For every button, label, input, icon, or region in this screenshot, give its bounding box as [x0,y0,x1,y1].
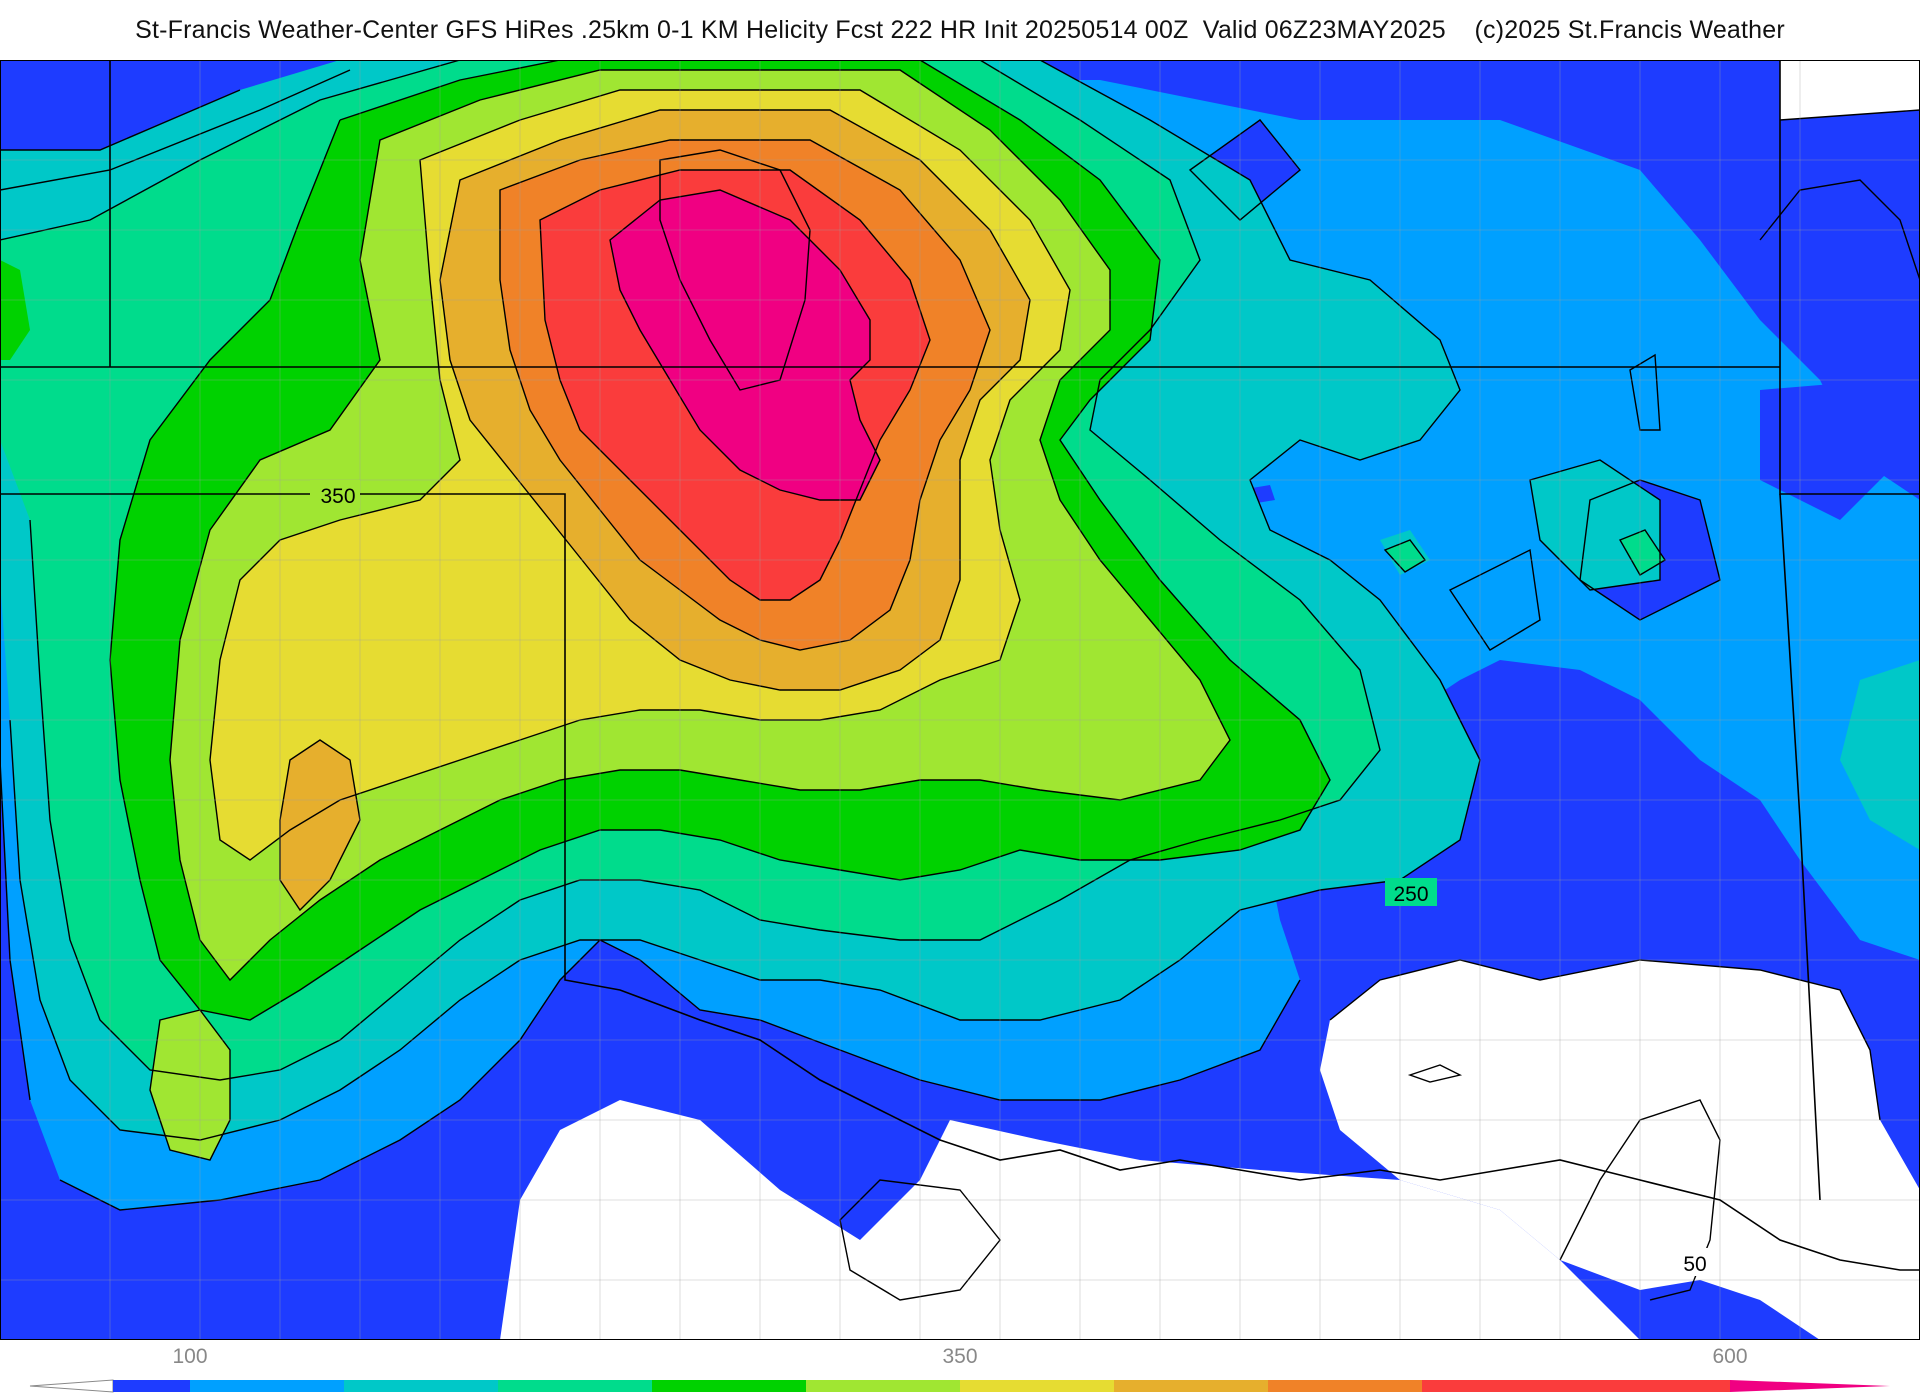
fill-cyan-east [1530,460,1660,590]
colorbar-bin-5 [806,1380,960,1392]
colorbar-bin-6 [960,1380,1114,1392]
fill-lime-southwest [150,1010,230,1160]
contour-lines [0,60,1920,1301]
fill-blue-island-4 [1760,380,1900,520]
fill-white-south [500,1100,1640,1340]
contour-labels: 350 250 50 [310,480,1715,1276]
contour-label-250: 250 [1393,883,1428,906]
colorbar-bin-0 [113,1380,190,1392]
fill-green-west [0,260,30,360]
colorbar-bin-4 [652,1380,806,1392]
colorbar-bar [29,1379,1890,1393]
label-50-bg [1675,1248,1715,1276]
colorbar-bin-2 [344,1380,498,1392]
fill-white-ne [1780,60,1920,120]
colorbar-bin-9 [1422,1380,1730,1392]
label-350-bg [310,480,360,508]
fill-magenta [610,190,880,500]
colorbar: 100 350 600 [0,1340,1920,1400]
colorbar-high-arrow [1730,1380,1890,1392]
colorbar-bin-3 [498,1380,652,1392]
map-title: St-Francis Weather-Center GFS HiRes .25k… [135,15,1785,44]
fill-teal-island-2 [1620,530,1665,575]
colorbar-low-arrow [29,1379,114,1393]
colorbar-label-100: 100 [172,1345,208,1368]
contour-label-350: 350 [320,485,355,508]
colorbar-label-350: 350 [942,1345,978,1368]
colorbar-bin-8 [1268,1380,1422,1392]
title-bar: St-Francis Weather-Center GFS HiRes .25k… [0,0,1920,60]
state-borders [0,60,1920,1271]
fill-white-island-4 [1280,1175,1360,1250]
fill-gold-west [280,740,360,910]
helicity-map: 350 250 50 [0,60,1920,1340]
colorbar-label-600: 600 [1712,1345,1748,1368]
colorbar-bin-7 [1114,1380,1268,1392]
contour-label-50: 50 [1683,1253,1706,1276]
fill-cyan-far-east [1840,660,1920,850]
label-250-bg [1385,878,1437,906]
fill-teal-island [1385,540,1425,572]
county-borders [0,60,1920,1340]
colorbar-bin-1 [190,1380,344,1392]
map-panel: 350 250 50 [0,60,1920,1340]
